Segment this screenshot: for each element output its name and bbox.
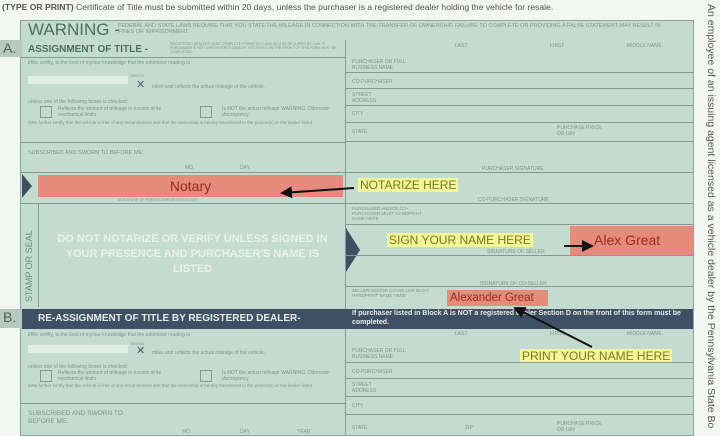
notary-signature-field[interactable]: Notary [38, 175, 343, 197]
box1-label: Reflects the amount of mileage in excess… [58, 106, 162, 118]
notary-caption: SIGNATURE OF PERSON ADMINISTERING OATH [118, 198, 199, 202]
seller-signature-value: Alex Great [594, 232, 661, 248]
notary-arrow [280, 186, 355, 199]
tenths-label: TENTHS [130, 74, 144, 78]
section-a-letter: A. [0, 40, 22, 57]
seller-signature-caption: SIGNATURE OF SELLER [487, 249, 545, 255]
excess-mileage-checkbox[interactable] [40, 106, 52, 118]
b-odometer-certify: I/We certify, to the best of my/our know… [28, 332, 190, 338]
b-last-label: LAST [455, 331, 468, 337]
unless-text: unless one of the following boxes is che… [28, 99, 129, 105]
b-first-label: FIRST [550, 331, 565, 337]
b-co-purchaser-field[interactable]: CO-PURCHASER [352, 369, 393, 375]
section-b-title: RE-ASSIGNMENT OF TITLE BY REGISTERED DEA… [38, 313, 301, 324]
sign-arrow-marker [346, 228, 360, 272]
warning-title: WARNING - [28, 20, 120, 39]
b-purchaser-field[interactable]: PURCHASER OR FULL BUSINESS NAME [352, 348, 406, 360]
b-further-certify: I/We further certify that the vehicle is… [28, 383, 314, 388]
b-tenths-label: TENTHS [130, 342, 144, 346]
sign-here-annotation: SIGN YOUR NAME HERE [387, 233, 533, 247]
seller-handprint-label: SELLER AND/OR CO-SELLER MUST HANDPRINT N… [352, 288, 429, 298]
day-label: DAY [240, 165, 250, 171]
middle-label: MIDDLE NAME [627, 43, 662, 49]
stamp-column-divider [38, 203, 39, 307]
seller-handprint-field[interactable]: Alexander Great [447, 290, 548, 306]
x-mark-icon: ✕ [136, 79, 146, 91]
top-notice: (TYPE OR PRINT) Certificate of Title mus… [2, 2, 553, 12]
further-certify: I/We further certify that the vehicle is… [28, 120, 314, 125]
street-field[interactable]: STREET ADDRESS [352, 92, 377, 104]
city-field[interactable]: CITY [352, 111, 364, 117]
notary-arrow-marker [22, 174, 32, 198]
notary-value: Notary [169, 178, 212, 194]
warning-text: FEDERAL AND STATE LAWS REQUIRE THAT YOU … [118, 23, 661, 35]
box2-label: Is NOT the actual mileage WARNING: Odome… [222, 106, 331, 118]
b-odometer-field[interactable] [28, 345, 128, 353]
notarize-here-annotation: NOTARIZE HERE [358, 178, 459, 192]
not-actual-mileage-checkbox[interactable] [200, 106, 212, 118]
purchaser-field[interactable]: PURCHASER OR FULL BUSINESS NAME [352, 59, 406, 71]
miles-text: miles and reflects the actual mileage of… [152, 84, 266, 90]
print-arrow [513, 307, 593, 348]
b-city-field[interactable]: CITY [352, 403, 364, 409]
b-miles-text: miles and reflects the actual mileage of… [152, 350, 266, 356]
co-purchaser-field[interactable]: CO-PURCHASER [352, 79, 393, 85]
first-label: FIRST [550, 43, 565, 49]
print-here-annotation: PRINT YOUR NAME HERE [520, 349, 673, 363]
b-day-label: DAY [240, 429, 250, 435]
notice-bold: (TYPE OR PRINT) [2, 2, 74, 12]
b-unless-text: unless one of the following boxes is che… [28, 364, 129, 370]
odometer-field[interactable] [28, 76, 128, 84]
odometer-certify: I/We certify, to the best of my/our know… [28, 60, 190, 66]
seller-handprint-value: Alexander Great [450, 292, 534, 304]
b-zip-field[interactable]: ZIP [465, 425, 473, 431]
b-middle-label: MIDDLE NAME [627, 331, 662, 337]
b-sworn-label: SUBSCRIBED AND SWORN TO BEFORE ME: [28, 410, 123, 425]
co-seller-signature-caption: SIGNATURE OF CO-SELLER [480, 281, 547, 287]
b-not-actual-mileage-checkbox[interactable] [200, 370, 212, 382]
last-label: LAST [455, 43, 468, 49]
notice-text: Certificate of Title must be submitted w… [73, 2, 554, 12]
column-divider [345, 40, 346, 436]
b-year-label: YEAR [297, 429, 311, 435]
b-x-mark-icon: ✕ [136, 345, 146, 357]
b-excess-mileage-checkbox[interactable] [40, 370, 52, 382]
b-box1-label: Reflects the amount of mileage in excess… [58, 370, 162, 382]
co-purchaser-signature-caption: CO-PURCHASER SIGNATURE [478, 197, 549, 203]
b-mo-label: MO. [182, 429, 192, 435]
section-a-note: Registered dealers must complete forms M… [170, 42, 337, 54]
price-field[interactable]: PURCHASE PRICE OR GIN [557, 125, 602, 137]
purchaser-signature-caption: PURCHASER SIGNATURE [482, 166, 544, 172]
b-street-field[interactable]: STREET ADDRESS [352, 382, 377, 394]
section-b-letter: B. [0, 309, 22, 328]
mo-label: MO. [185, 165, 195, 171]
state-field[interactable]: STATE [352, 129, 368, 135]
sworn-label: SUBSCRIBED AND SWORN TO BEFORE ME: [28, 150, 144, 156]
b-price-field[interactable]: PURCHASE PRICE OR GIN [557, 421, 602, 433]
side-text: An employee of an issuing agent licensed… [705, 4, 717, 429]
purchaser-handprint-field[interactable]: PURCHASER AND/OR CO-PURCHASER MUST HANDP… [352, 206, 422, 221]
stamp-warning: DO NOT NOTARIZE OR VERIFY UNLESS SIGNED … [57, 233, 328, 275]
b-state-field[interactable]: STATE [352, 425, 368, 431]
b-box2-label: Is NOT the actual mileage WARNING: Odome… [222, 370, 331, 382]
section-a-title: ASSIGNMENT OF TITLE - [28, 44, 148, 55]
